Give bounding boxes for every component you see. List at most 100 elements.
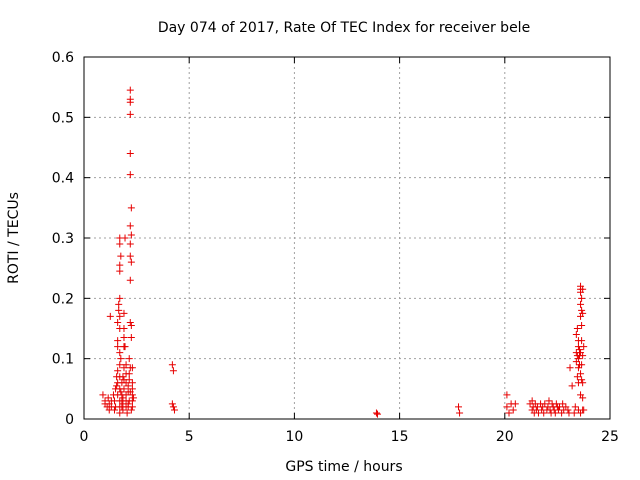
data-point bbox=[126, 171, 134, 179]
data-point bbox=[169, 403, 177, 411]
data-point bbox=[573, 373, 581, 381]
data-point bbox=[114, 318, 122, 326]
data-point bbox=[116, 267, 124, 275]
data-point bbox=[125, 355, 133, 363]
data-point bbox=[455, 403, 463, 411]
data-point bbox=[119, 406, 127, 414]
data-point bbox=[113, 382, 121, 390]
data-point bbox=[122, 370, 130, 378]
data-point bbox=[126, 318, 134, 326]
x-tick-label: 0 bbox=[80, 429, 89, 445]
data-point bbox=[572, 331, 580, 339]
data-point bbox=[127, 204, 135, 212]
y-axis-title: ROTI / TECUs bbox=[6, 192, 22, 284]
data-point bbox=[116, 294, 124, 302]
data-point bbox=[116, 349, 124, 357]
data-point bbox=[127, 321, 135, 329]
data-point bbox=[127, 406, 135, 414]
x-tick-label: 5 bbox=[185, 429, 194, 445]
data-point bbox=[128, 364, 136, 372]
data-point bbox=[169, 367, 177, 375]
data-point bbox=[121, 234, 129, 242]
data-point bbox=[117, 355, 125, 363]
data-point bbox=[125, 376, 133, 384]
data-point bbox=[579, 309, 587, 317]
data-point bbox=[126, 86, 134, 94]
y-tick-label: 0 bbox=[65, 412, 74, 428]
data-point bbox=[127, 231, 135, 239]
x-tick-label: 15 bbox=[391, 429, 409, 445]
data-point bbox=[115, 306, 123, 314]
data-point bbox=[374, 410, 382, 418]
y-tick-label: 0.6 bbox=[52, 50, 74, 66]
data-point bbox=[114, 367, 122, 375]
grid-lines bbox=[84, 57, 610, 419]
data-point bbox=[116, 312, 124, 320]
data-point bbox=[116, 240, 124, 248]
data-point bbox=[120, 385, 128, 393]
data-point bbox=[124, 403, 132, 411]
data-point bbox=[120, 309, 128, 317]
data-point bbox=[571, 403, 579, 411]
y-tick-label: 0.3 bbox=[52, 231, 74, 247]
data-point bbox=[106, 312, 114, 320]
data-point bbox=[578, 337, 586, 345]
x-tick-label: 25 bbox=[601, 429, 619, 445]
data-point bbox=[119, 373, 127, 381]
x-tick-label: 20 bbox=[496, 429, 514, 445]
data-point bbox=[114, 343, 122, 351]
data-point bbox=[503, 391, 511, 399]
data-point bbox=[574, 364, 582, 372]
data-point bbox=[578, 361, 586, 369]
data-point bbox=[117, 252, 125, 260]
data-point bbox=[578, 321, 586, 329]
data-point bbox=[575, 346, 583, 354]
y-tick-label: 0.5 bbox=[52, 110, 74, 126]
data-point bbox=[127, 258, 135, 266]
data-point bbox=[579, 285, 587, 293]
data-point bbox=[577, 370, 585, 378]
data-point bbox=[509, 406, 517, 414]
data-point bbox=[540, 409, 548, 417]
data-point bbox=[580, 343, 588, 351]
data-point bbox=[127, 334, 135, 342]
data-point bbox=[123, 409, 131, 417]
data-point bbox=[552, 400, 560, 408]
y-tick-label: 0.4 bbox=[52, 171, 74, 187]
data-point bbox=[511, 400, 519, 408]
data-point bbox=[574, 355, 582, 363]
data-point bbox=[168, 400, 176, 408]
plot-frame bbox=[83, 56, 611, 420]
x-axis-tick-labels: 0 5 10 15 20 25 bbox=[80, 429, 619, 445]
data-point bbox=[580, 406, 588, 414]
y-tick-label: 0.2 bbox=[52, 291, 74, 307]
data-point bbox=[168, 361, 176, 369]
data-point bbox=[128, 379, 136, 387]
y-tick-label: 0.1 bbox=[52, 352, 74, 368]
data-point bbox=[578, 306, 586, 314]
data-points bbox=[99, 86, 588, 418]
data-point bbox=[124, 382, 132, 390]
x-tick-label: 10 bbox=[285, 429, 303, 445]
data-point bbox=[116, 361, 124, 369]
data-point bbox=[126, 240, 134, 248]
data-point bbox=[126, 222, 134, 230]
data-point bbox=[126, 252, 134, 260]
data-point bbox=[578, 294, 586, 302]
x-axis-title: GPS time / hours bbox=[285, 459, 402, 475]
data-point bbox=[99, 391, 107, 399]
data-point bbox=[528, 397, 536, 405]
data-point bbox=[115, 300, 123, 308]
data-point bbox=[559, 400, 567, 408]
data-point bbox=[551, 409, 559, 417]
data-point bbox=[566, 364, 574, 372]
data-point bbox=[126, 276, 134, 284]
data-point bbox=[120, 334, 128, 342]
data-point bbox=[126, 110, 134, 118]
data-point bbox=[120, 325, 128, 332]
data-point bbox=[121, 343, 129, 351]
data-point bbox=[116, 261, 124, 269]
axis-ticks bbox=[83, 56, 611, 420]
data-point bbox=[456, 409, 464, 417]
